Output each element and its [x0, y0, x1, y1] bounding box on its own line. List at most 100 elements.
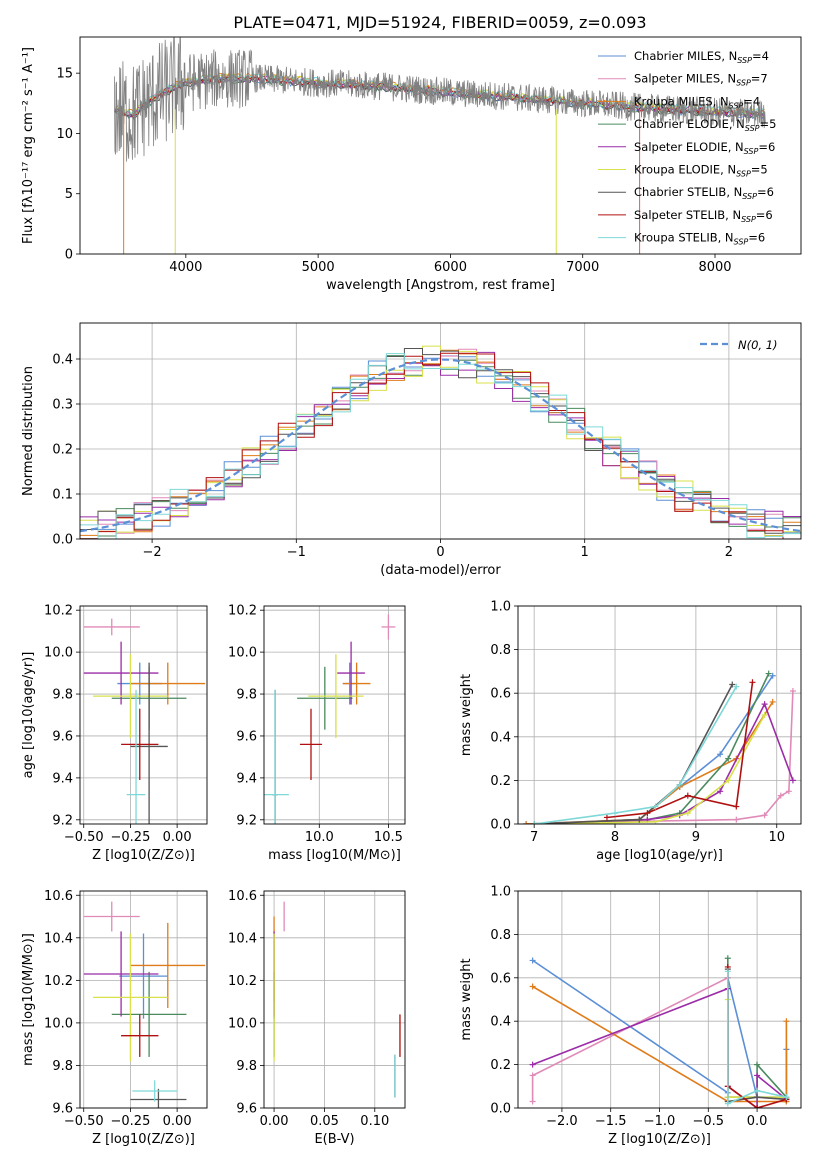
- gaussian-curve: [80, 358, 801, 533]
- massweight-marker-kroupa_stelib: [652, 803, 659, 810]
- axes-frame: [517, 890, 802, 1109]
- legend-label-kroupa_stelib: Kroupa STELIB, NSSP=6: [634, 231, 765, 247]
- tick-label-y: 0.3: [52, 398, 73, 413]
- axes-spectrum: 4000 5000 6000 7000 8000 0 5 10 15 wavelength [An…: [21, 36, 802, 293]
- axes-massweight_vs_z: −2.0 −1.5 −1.0 −0.5 0.0 0.0 0.2 0.4 0.6 0.8 1.0 Z […: [459, 885, 802, 1147]
- tick-label-y: 9.4: [236, 771, 257, 786]
- tick-label-y: 0: [65, 248, 73, 263]
- tick-label-y: 10.0: [44, 646, 73, 661]
- y-axis-label: mass weight: [459, 674, 474, 756]
- tick-label-y: 0.2: [52, 443, 73, 458]
- axes-frame: [79, 605, 208, 825]
- tick-label-x: 10.0: [305, 830, 334, 845]
- tick-label-x: −0.50: [64, 830, 104, 845]
- tick-label-y: 10.0: [228, 1016, 257, 1031]
- massweight-marker-kroupa_stelib: [531, 821, 538, 824]
- tick-label-x: −0.5: [693, 1114, 725, 1129]
- tick-label-x: 10: [768, 830, 785, 845]
- massweight-marker-chabrier_miles: [769, 672, 776, 679]
- plot-area-massweight_vs_age: [523, 670, 796, 824]
- tick-label-y: 10.2: [228, 604, 257, 619]
- massweight-marker-kroupa_stelib: [676, 781, 683, 788]
- axes-massweight_vs_age: 7 8 9 10 0.0 0.2 0.4 0.6 0.8 1.0 age [log10(age/yr…: [459, 600, 802, 863]
- tick-label-x: 10.5: [374, 830, 403, 845]
- tick-label-y: 10.0: [228, 646, 257, 661]
- massweight-marker-salpeter_miles: [761, 812, 768, 819]
- tick-label-y: 10.2: [44, 974, 73, 989]
- y-axis-label: age [log10(age/yr)]: [21, 652, 36, 779]
- x-axis-label: (data-model)/error: [380, 563, 501, 578]
- x-axis-label: mass [log10(M/M⊙)]: [268, 848, 401, 863]
- plot-area-massweight_vs_z: [529, 955, 790, 1108]
- massweight-marker-chabrier_stelib: [636, 816, 643, 823]
- tick-label-y: 0.4: [490, 1015, 511, 1030]
- tick-label-y: 9.8: [236, 1059, 257, 1074]
- tick-label-x: 8: [611, 830, 619, 845]
- tick-label-x: 7: [530, 830, 538, 845]
- axes-frame: [517, 605, 802, 825]
- massweight-marker-chabrier_stelib: [754, 1094, 761, 1101]
- massweight-marker-kroupa_miles: [529, 983, 536, 990]
- massweight-marker-chabrier_elodie: [724, 955, 731, 962]
- legend-label-chabrier_stelib: Chabrier STELIB, NSSP=6: [634, 185, 774, 201]
- legend-label-gauss: N(0, 1): [738, 338, 778, 352]
- tick-label-x: 2: [725, 545, 733, 560]
- axes-frame: [79, 322, 802, 540]
- tick-label-y: 9.8: [52, 688, 73, 703]
- massweight-line-chabrier_miles: [526, 675, 774, 824]
- residual-legend: N(0, 1): [700, 338, 778, 352]
- massweight-marker-salpeter_stelib: [749, 679, 756, 686]
- tick-label-x: −1.0: [644, 1114, 676, 1129]
- tick-label-y: 0.8: [490, 643, 511, 658]
- legend-label-chabrier_elodie: Chabrier ELODIE, NSSP=5: [634, 117, 776, 133]
- tick-label-y: 0.4: [52, 353, 73, 368]
- tick-label-y: 0.4: [490, 730, 511, 745]
- y-axis-label: Flux [fλ10⁻¹⁷ erg cm⁻² s⁻¹ A⁻¹]: [21, 47, 36, 244]
- tick-label-y: 9.6: [236, 1102, 257, 1117]
- tick-label-x: −2: [143, 545, 162, 560]
- plot-area-spectrum: [114, 37, 766, 254]
- tick-label-y: 1.0: [490, 885, 511, 900]
- axes-frame: [79, 890, 208, 1109]
- tick-label-y: 0.1: [52, 488, 73, 503]
- massweight-marker-kroupa_stelib: [724, 968, 731, 975]
- massweight-line-chabrier_elodie: [534, 673, 770, 824]
- massweight-marker-salpeter_miles: [789, 688, 796, 695]
- massweight-marker-chabrier_stelib: [729, 681, 736, 688]
- massweight-marker-kroupa_miles: [769, 698, 776, 705]
- tick-label-x: 5000: [302, 260, 335, 275]
- tick-label-y: 10.6: [228, 889, 257, 904]
- massweight-marker-salpeter_elodie: [761, 701, 768, 708]
- tick-label-y: 9.2: [52, 813, 73, 828]
- axes-mass_vs_ebv: 0.00 0.05 0.10 9.6 9.8 10.0 10.2 10.4 10.6 E(B-V): [228, 889, 406, 1147]
- spectrum-legend: Chabrier MILES, NSSP=4 Salpeter MILES, NS…: [598, 49, 776, 247]
- tick-label-y: 9.2: [236, 813, 257, 828]
- tick-label-y: 10.4: [228, 931, 257, 946]
- massweight-marker-chabrier_miles: [717, 751, 724, 758]
- tick-label-y: 9.8: [236, 688, 257, 703]
- tick-label-y: 9.4: [52, 771, 73, 786]
- tick-label-y: 0.6: [490, 971, 511, 986]
- tick-label-x: 9: [692, 830, 700, 845]
- tick-label-y: 10.4: [44, 931, 73, 946]
- massweight-marker-salpeter_miles: [785, 788, 792, 795]
- massweight-marker-kroupa_elodie: [761, 712, 768, 718]
- massweight-line-kroupa_miles: [532, 985, 788, 1103]
- tick-label-y: 0.8: [490, 928, 511, 943]
- tick-label-y: 0.6: [490, 687, 511, 702]
- tick-label-x: 4000: [169, 260, 202, 275]
- tick-label-y: 10.2: [228, 974, 257, 989]
- massweight-marker-kroupa_miles: [523, 821, 530, 824]
- tick-label-y: 9.8: [52, 1059, 73, 1074]
- axes-frame: [263, 605, 406, 825]
- massweight-marker-chabrier_elodie: [725, 755, 732, 762]
- tick-label-x: −1.5: [595, 1114, 627, 1129]
- tick-label-x: 0.10: [360, 1114, 389, 1129]
- plot-area-mass_vs_ebv: [273, 901, 401, 1098]
- plot-area-age_vs_z: [83, 618, 206, 824]
- tick-label-x: −2.0: [546, 1114, 578, 1129]
- massweight-marker-kroupa_elodie: [684, 810, 691, 817]
- tick-label-x: 0.00: [163, 1114, 192, 1129]
- massweight-marker-salpeter_stelib: [733, 803, 740, 810]
